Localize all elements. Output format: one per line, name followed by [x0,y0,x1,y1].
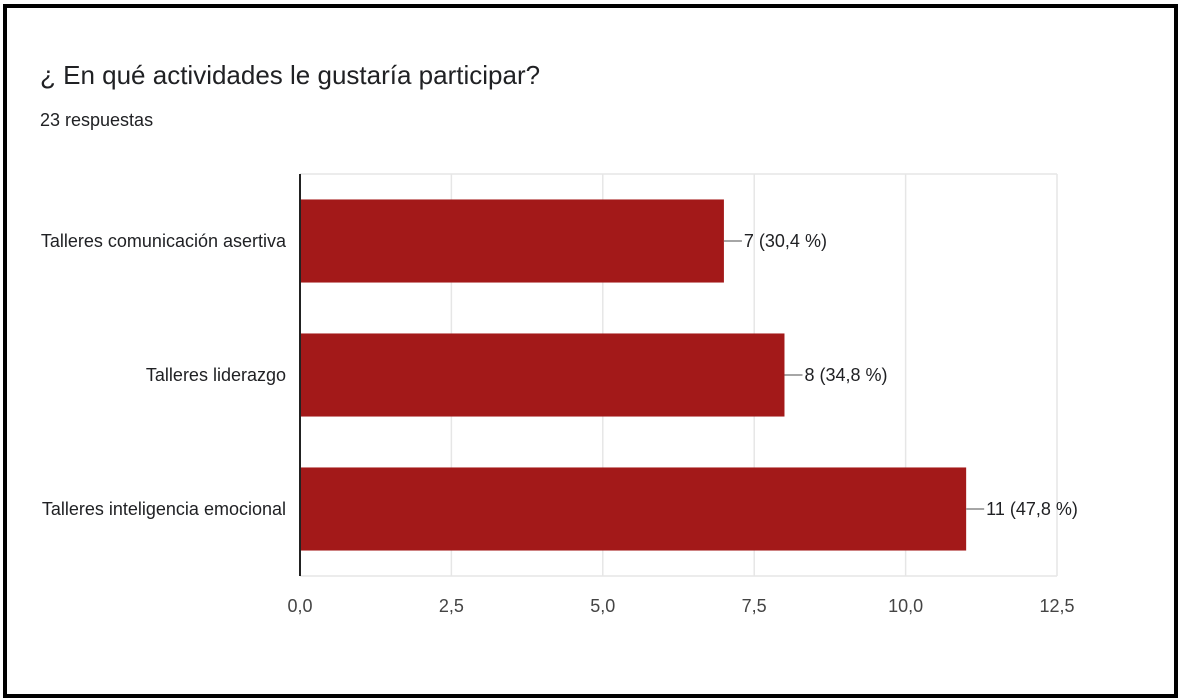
x-tick-label: 7,5 [742,596,767,616]
category-label: Talleres comunicación asertiva [41,231,287,251]
chart-title: ¿ En qué actividades le gustaría partici… [40,60,541,90]
x-tick-label: 12,5 [1039,596,1074,616]
bar [300,467,967,551]
x-tick-label: 5,0 [590,596,615,616]
response-count: 23 respuestas [40,110,154,130]
bar [300,199,724,283]
data-label: 11 (47,8 %) [986,499,1078,519]
category-label: Talleres liderazgo [146,365,286,385]
category-label: Talleres inteligencia emocional [42,499,286,519]
x-tick-label: 2,5 [439,596,464,616]
bars [300,199,967,551]
x-tick-label: 10,0 [888,596,923,616]
labels: 0,0 2,5 5,0 7,5 10,0 12,5 Talleres comunicació… [41,231,1078,616]
data-label: 7 (30,4 %) [744,231,827,251]
data-label: 8 (34,8 %) [804,365,887,385]
bar [300,333,785,417]
x-tick-label: 0,0 [287,596,312,616]
